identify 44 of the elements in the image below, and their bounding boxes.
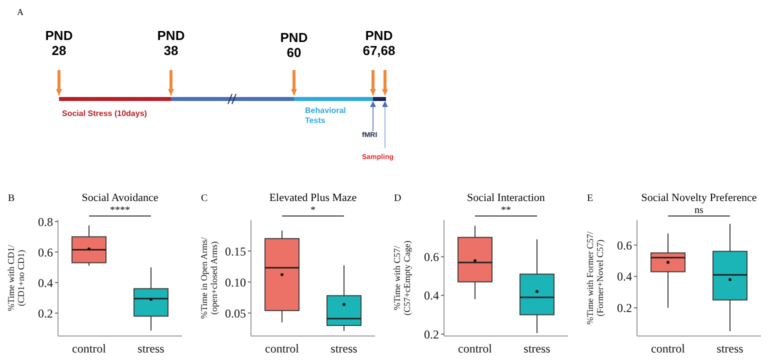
chart-title: Social Avoidance (82, 192, 158, 204)
y-tick-label: 0.05 (225, 306, 246, 320)
text: A (17, 7, 24, 17)
y-axis-title: %Time with C57/ (C57+cEmpty Cage) (392, 240, 412, 316)
text: B (8, 193, 15, 204)
y-tick-label: 0.4 (38, 276, 53, 290)
x-tick-label: stress (524, 342, 551, 356)
y-tick-label: 0.6 (424, 250, 439, 264)
chart-title: Elevated Plus Maze (269, 192, 357, 204)
y-tick-label: 0.2 (38, 306, 53, 320)
text: Social Stress (10days) (62, 109, 148, 118)
x-tick-label: control (72, 342, 107, 356)
text: E (587, 193, 594, 204)
y-tick-label: 0.4 (424, 288, 439, 303)
chart-title: Social Novelty Preference (641, 192, 757, 204)
text: ** (501, 205, 511, 216)
y-tick-label: 0.6 (617, 238, 632, 252)
y-tick-label: 0.2 (617, 301, 632, 316)
text: * (310, 205, 316, 216)
y-tick-label: 0.15 (225, 244, 246, 258)
y-tick-label: 0.2 (424, 327, 439, 342)
y-tick-label: 0.8 (38, 214, 53, 229)
text: PND 38 (157, 28, 185, 58)
x-tick-label: stress (716, 342, 744, 356)
x-tick-label: control (651, 342, 686, 356)
y-tick-label: 0.6 (38, 245, 53, 260)
x-tick-label: control (458, 342, 493, 356)
text: Behavioral Tests (305, 106, 346, 125)
x-tick-label: stress (330, 342, 358, 356)
x-tick-label: stress (138, 342, 165, 356)
y-axis-title: %Time with Former C57/ (Former+Novel C57) (585, 231, 605, 324)
y-tick-label: 0.10 (225, 275, 246, 290)
text: PND 67,68 (362, 28, 396, 58)
x-tick-label: control (265, 342, 300, 356)
y-tick-label: 0.4 (617, 270, 632, 284)
y-axis-title: %Time with CD1/ (CD1+no CD1) (6, 244, 26, 312)
chart-title: Social Interaction (467, 192, 546, 204)
text: PND 60 (280, 30, 308, 60)
text: **** (110, 205, 130, 216)
text: C (201, 193, 208, 204)
text: ns (694, 205, 704, 216)
text: PND 28 (45, 28, 73, 58)
text: D (394, 193, 402, 204)
y-axis-title: %Time in Open Arms/ (open+closed Arms) (199, 236, 219, 319)
